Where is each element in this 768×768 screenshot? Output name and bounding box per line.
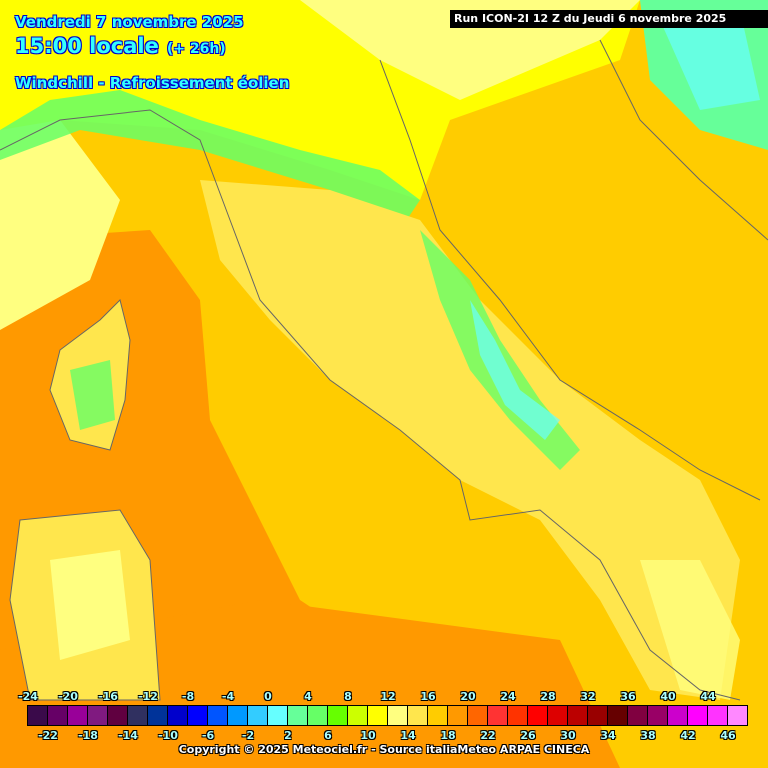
- legend-label-top: -4: [221, 690, 235, 703]
- legend-swatch: [348, 706, 368, 725]
- copyright: Copyright © 2025 Meteociel.fr - Source i…: [178, 743, 590, 756]
- legend-swatch: [308, 706, 328, 725]
- legend-label-top: -12: [138, 690, 158, 703]
- legend-swatch: [428, 706, 448, 725]
- legend-label-top: -20: [58, 690, 78, 703]
- sardinia-pale: [50, 550, 130, 660]
- legend-label-bottom: 46: [720, 729, 736, 742]
- legend-label-top: 0: [264, 690, 272, 703]
- legend-swatch: [688, 706, 708, 725]
- legend-label-top: 32: [580, 690, 596, 703]
- legend-label-bottom: -10: [158, 729, 178, 742]
- legend-swatch: [548, 706, 568, 725]
- legend-swatch: [88, 706, 108, 725]
- legend-swatch: [628, 706, 648, 725]
- legend-swatch: [268, 706, 288, 725]
- legend-swatch: [388, 706, 408, 725]
- legend-label-bottom: -2: [241, 729, 255, 742]
- legend-swatch: [328, 706, 348, 725]
- legend-label-top: 16: [420, 690, 436, 703]
- legend-label-top: -24: [18, 690, 38, 703]
- legend-label-bottom: 26: [520, 729, 536, 742]
- balkans-cyan: [660, 10, 760, 110]
- legend-swatch: [708, 706, 728, 725]
- legend-swatch: [588, 706, 608, 725]
- legend-label-bottom: 10: [360, 729, 376, 742]
- legend-swatch: [248, 706, 268, 725]
- legend-swatch: [108, 706, 128, 725]
- forecast-date: Vendredi 7 novembre 2025: [15, 13, 244, 31]
- north-pale: [0, 120, 120, 330]
- legend-label-top: 12: [380, 690, 396, 703]
- legend-label-top: -16: [98, 690, 118, 703]
- legend-swatch: [508, 706, 528, 725]
- legend-swatch: [648, 706, 668, 725]
- legend-swatch: [228, 706, 248, 725]
- legend-swatch: [368, 706, 388, 725]
- legend-swatch: [668, 706, 688, 725]
- legend-swatch: [208, 706, 228, 725]
- parameter-title: Windchill - Refroissement éolien: [15, 74, 290, 92]
- legend-label-top: 36: [620, 690, 636, 703]
- legend-label-top: 28: [540, 690, 556, 703]
- legend-swatch: [168, 706, 188, 725]
- legend-label-bottom: 6: [324, 729, 332, 742]
- model-run-label: Run ICON-2I 12 Z du Jeudi 6 novembre 202…: [450, 10, 768, 28]
- legend-label-bottom: -6: [201, 729, 215, 742]
- legend-label-top: 20: [460, 690, 476, 703]
- legend-swatch: [528, 706, 548, 725]
- legend-swatch: [568, 706, 588, 725]
- legend-label-top: 4: [304, 690, 312, 703]
- legend-swatch: [468, 706, 488, 725]
- legend-swatch: [448, 706, 468, 725]
- time-offset: (+ 26h): [166, 41, 226, 57]
- legend-label-bottom: 42: [680, 729, 696, 742]
- apennines-cyan: [470, 300, 560, 440]
- legend-swatch: [188, 706, 208, 725]
- legend-swatch: [408, 706, 428, 725]
- corsica-green: [70, 360, 115, 430]
- legend-label-bottom: -18: [78, 729, 98, 742]
- legend-label-bottom: 30: [560, 729, 576, 742]
- legend-swatch: [128, 706, 148, 725]
- legend-swatch: [288, 706, 308, 725]
- legend-label-top: 8: [344, 690, 352, 703]
- legend-swatch: [68, 706, 88, 725]
- forecast-time: 15:00 locale (+ 26h): [15, 34, 226, 58]
- legend-swatch: [48, 706, 68, 725]
- legend-swatch: [488, 706, 508, 725]
- color-legend: [27, 705, 748, 726]
- legend-label-bottom: 34: [600, 729, 616, 742]
- legend-label-top: 44: [700, 690, 716, 703]
- legend-label-top: 40: [660, 690, 676, 703]
- legend-label-bottom: 18: [440, 729, 456, 742]
- legend-swatch: [28, 706, 48, 725]
- legend-swatch: [608, 706, 628, 725]
- calabria: [640, 560, 740, 700]
- legend-label-bottom: -22: [38, 729, 58, 742]
- legend-label-bottom: -14: [118, 729, 138, 742]
- legend-label-bottom: 14: [400, 729, 416, 742]
- legend-label-bottom: 2: [284, 729, 292, 742]
- legend-label-bottom: 22: [480, 729, 496, 742]
- coastlines: [0, 39, 768, 701]
- legend-swatch: [728, 706, 747, 725]
- legend-label-bottom: 38: [640, 729, 656, 742]
- legend-swatch: [148, 706, 168, 725]
- legend-label-top: 24: [500, 690, 516, 703]
- time-label: 15:00 locale: [15, 34, 159, 58]
- legend-label-top: -8: [181, 690, 195, 703]
- alps-green: [0, 90, 420, 230]
